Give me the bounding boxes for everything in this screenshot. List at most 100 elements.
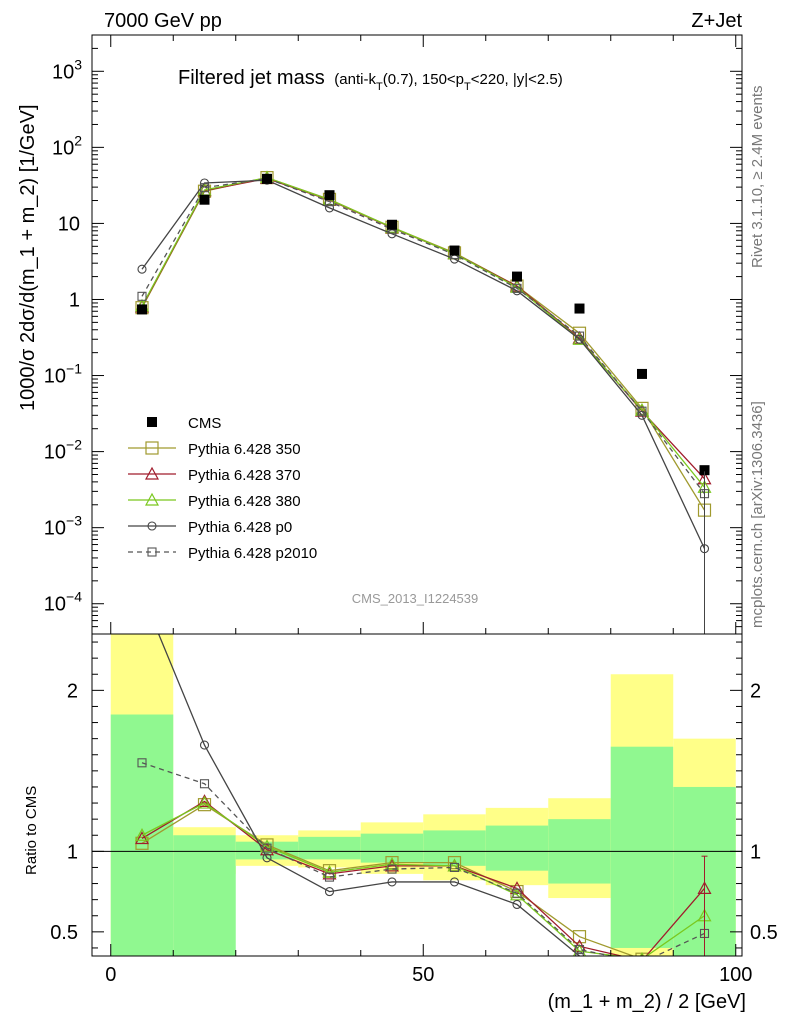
legend-label: Pythia 6.428 370 xyxy=(188,467,301,484)
data-point-cms xyxy=(449,245,460,256)
series-line-pythia-6-428-p0 xyxy=(141,179,706,549)
data-point-cms xyxy=(387,219,397,230)
ratio-point-pythia-6-428-p0 xyxy=(449,877,460,887)
ratio-point-pythia-6-428-370 xyxy=(259,842,275,856)
ratio-point-pythia-6-428-p0 xyxy=(262,853,272,863)
legend-entry-pythia-6-428-p2010: Pythia 6.428 p2010 xyxy=(128,545,317,562)
ratio-panel-frame xyxy=(91,633,743,957)
data-point-pythia-6-428-p2010 xyxy=(137,291,147,301)
ratio-tick-label-left: 0.5 xyxy=(50,922,78,944)
rivet-label: Rivet 3.1.10, ≥ 2.4M events xyxy=(749,86,766,269)
ratio-point-pythia-6-428-p2010 xyxy=(324,872,335,882)
data-point-cms xyxy=(199,194,210,205)
data-point-pythia-6-428-p0 xyxy=(324,203,335,213)
header-energy-label: 7000 GeV pp xyxy=(104,10,222,32)
ratio-tick-label-right: 1 xyxy=(750,841,761,863)
ratio-point-pythia-6-428-350 xyxy=(447,856,462,870)
ratio-point-pythia-6-428-p2010 xyxy=(638,958,646,966)
data-point-pythia-6-428-p0 xyxy=(387,229,397,239)
legend-marker xyxy=(144,492,160,506)
mcplots-label: mcplots.cern.ch [arXiv:1306.3436] xyxy=(749,401,766,628)
header-process-label: Z+Jet xyxy=(691,10,742,32)
ratio-point-pythia-6-428-p0 xyxy=(138,590,146,598)
main-panel-series xyxy=(134,170,712,634)
ratio-point-pythia-6-428-380 xyxy=(322,865,337,878)
x-tick-label: 0 xyxy=(105,964,116,986)
series-line-pythia-6-428-370 xyxy=(141,177,705,480)
ratio-tick-label-right: 2 xyxy=(750,680,761,702)
ratio-point-pythia-6-428-380 xyxy=(447,858,462,872)
series-line-pythia-6-428-350 xyxy=(141,176,706,511)
ratio-point-pythia-6-428-p2010 xyxy=(574,945,585,955)
legend-marker xyxy=(147,547,157,557)
data-point-cms xyxy=(262,173,272,184)
y-tick-label: 10 xyxy=(58,213,80,235)
data-point-cms xyxy=(574,303,585,314)
ratio-point-pythia-6-428-p2010 xyxy=(512,888,522,898)
legend-label: CMS xyxy=(188,415,221,432)
series-line-pythia-6-428-p2010 xyxy=(141,177,706,495)
ratio-point-pythia-6-428-380 xyxy=(197,795,212,809)
band-green xyxy=(298,836,361,860)
ratio-point-pythia-6-428-p0 xyxy=(574,951,585,956)
ratio-point-pythia-6-428-370 xyxy=(197,794,212,808)
watermark: CMS_2013_I1224539 xyxy=(352,591,479,606)
ratio-point-pythia-6-428-p0 xyxy=(387,877,397,887)
legend-label: Pythia 6.428 380 xyxy=(188,493,301,510)
ratio-y-axis-label: Ratio to CMS xyxy=(23,786,40,875)
ratio-uncertainty-bands xyxy=(92,634,742,956)
y-tick-label: 10−2 xyxy=(44,437,82,464)
ratio-point-pythia-6-428-p0 xyxy=(324,887,335,897)
ratio-point-pythia-6-428-p0 xyxy=(512,899,522,910)
ratio-point-pythia-6-428-p0 xyxy=(199,740,210,750)
legend-marker xyxy=(145,441,159,455)
ratio-point-pythia-6-428-p2010 xyxy=(387,864,397,874)
legend-label: Pythia 6.428 p2010 xyxy=(188,545,317,562)
ratio-point-pythia-6-428-380 xyxy=(134,827,150,841)
data-point-pythia-6-428-p2010 xyxy=(574,331,585,341)
data-point-pythia-6-428-p0 xyxy=(199,178,210,188)
y-tick-label: 103 xyxy=(52,56,82,83)
data-point-pythia-6-428-p0 xyxy=(137,264,147,274)
band-green xyxy=(173,835,236,956)
ratio-point-pythia-6-428-350 xyxy=(572,930,587,944)
ratio-point-pythia-6-428-p0 xyxy=(638,962,646,970)
y-tick-label: 1 xyxy=(69,289,80,311)
data-point-cms xyxy=(137,304,147,315)
band-green xyxy=(485,825,549,871)
ratio-point-pythia-6-428-370 xyxy=(134,831,150,845)
ratio-point-pythia-6-428-380 xyxy=(259,839,275,853)
data-point-cms xyxy=(324,190,335,201)
y-tick-label: 10−4 xyxy=(44,589,82,616)
ratio-point-pythia-6-428-p2010 xyxy=(137,758,147,768)
ratio-point-pythia-6-428-350 xyxy=(322,864,337,878)
legend-label: Pythia 6.428 p0 xyxy=(188,519,292,536)
legend-marker xyxy=(147,417,157,427)
legend-label: Pythia 6.428 350 xyxy=(188,441,301,458)
data-point-cms xyxy=(699,465,710,476)
x-tick-label: 100 xyxy=(719,964,752,986)
x-axis-label: (m_1 + m_2) / 2 [GeV] xyxy=(548,991,746,1013)
legend-entry-pythia-6-428-p0: Pythia 6.428 p0 xyxy=(128,519,292,536)
data-point-pythia-6-428-p2010 xyxy=(512,283,522,293)
band-green xyxy=(610,746,674,948)
x-tick-label: 50 xyxy=(412,964,434,986)
legend-marker xyxy=(144,466,160,480)
series-line-pythia-6-428-380 xyxy=(141,176,706,488)
ratio-tick-label-left: 2 xyxy=(67,680,78,702)
legend: CMS Pythia 6.428 350 Pythia 6.428 370 Pythi… xyxy=(128,415,317,562)
ratio-tick-label-left: 1 xyxy=(67,841,78,863)
ratio-point-pythia-6-428-p0 xyxy=(701,973,709,981)
ratio-point-pythia-6-428-p2010 xyxy=(199,779,210,789)
ratio-point-pythia-6-428-p2010 xyxy=(449,862,460,873)
ratio-line-pythia-6-428-p0 xyxy=(157,634,584,956)
y-axis-label: 1000/σ 2dσ/d(m_1 + m_2) [1/GeV] xyxy=(17,104,39,411)
axes: 0 50 100 10−4 10−3 10−2 10−1 1 10 102 103 0.5 0.5 1 1 2… xyxy=(44,34,778,986)
data-point-cms xyxy=(512,271,522,282)
ratio-point-pythia-6-428-p2010 xyxy=(262,843,272,853)
data-point-cms xyxy=(637,368,647,379)
ratio-point-pythia-6-428-380 xyxy=(509,887,525,901)
y-tick-label: 102 xyxy=(52,132,82,159)
ratio-line-pythia-6-428-p2010 xyxy=(141,762,705,956)
